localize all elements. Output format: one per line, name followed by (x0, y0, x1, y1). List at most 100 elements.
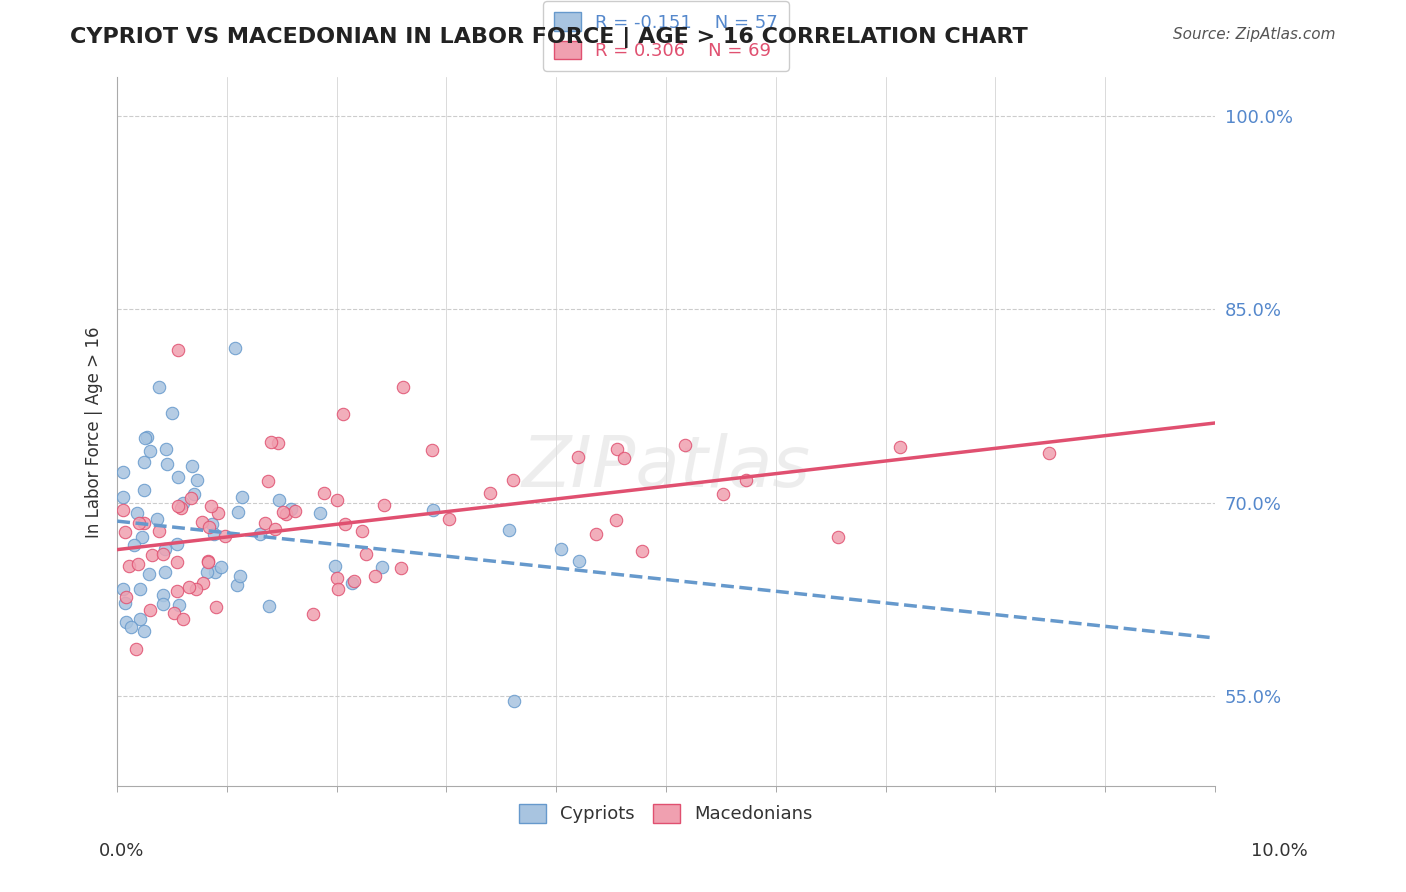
Point (148, 380, 170, 394)
Point (128, 516, 150, 530)
Point (132, 483, 155, 497)
Point (145, 512, 167, 526)
Point (180, 491, 202, 505)
Point (323, 558, 346, 573)
Point (166, 583, 188, 598)
Point (257, 474, 280, 488)
Point (263, 522, 285, 536)
Point (114, 525, 136, 540)
Point (131, 530, 153, 544)
Point (153, 541, 176, 556)
Point (201, 516, 224, 531)
Point (342, 576, 364, 591)
Point (332, 407, 354, 421)
Point (889, 440, 911, 454)
Point (111, 465, 134, 479)
Point (166, 556, 188, 570)
Point (209, 560, 232, 574)
Point (177, 580, 200, 594)
Point (371, 559, 394, 574)
Point (267, 436, 290, 450)
Point (125, 641, 148, 656)
Point (166, 470, 188, 484)
Point (326, 571, 349, 585)
Point (132, 624, 155, 638)
Point (673, 438, 696, 452)
Point (613, 450, 636, 465)
Point (585, 527, 607, 541)
Point (197, 520, 219, 534)
Point (271, 505, 294, 519)
Point (167, 343, 190, 357)
Point (152, 597, 174, 611)
Point (124, 538, 146, 552)
Point (166, 537, 188, 551)
Point (180, 458, 202, 473)
Point (115, 615, 138, 629)
Text: 10.0%: 10.0% (1251, 842, 1308, 860)
Point (191, 576, 214, 591)
Point (115, 591, 138, 605)
Point (231, 490, 253, 504)
Point (139, 444, 162, 458)
Point (502, 693, 524, 707)
Point (138, 603, 160, 617)
Text: 0.0%: 0.0% (98, 842, 143, 860)
Point (207, 506, 229, 520)
Point (827, 530, 849, 544)
Point (127, 557, 149, 571)
Point (197, 555, 219, 569)
Point (354, 547, 377, 561)
Point (135, 430, 157, 444)
Y-axis label: In Labor Force | Age > 16: In Labor Force | Age > 16 (86, 326, 103, 538)
Point (568, 554, 591, 568)
Point (498, 524, 520, 538)
Point (259, 435, 281, 450)
Point (197, 554, 219, 568)
Point (167, 499, 190, 513)
Point (364, 569, 387, 583)
Legend: Cypriots, Macedonians: Cypriots, Macedonians (508, 793, 824, 834)
Point (350, 524, 373, 538)
Point (195, 565, 218, 579)
Point (422, 502, 444, 516)
Point (141, 548, 163, 562)
Point (373, 498, 395, 512)
Point (326, 493, 349, 508)
Point (550, 541, 572, 556)
Point (148, 524, 170, 538)
Point (186, 473, 208, 487)
Point (226, 577, 249, 591)
Text: CYPRIOT VS MACEDONIAN IN LABOR FORCE | AGE > 16 CORRELATION CHART: CYPRIOT VS MACEDONIAN IN LABOR FORCE | A… (70, 27, 1028, 48)
Point (630, 544, 652, 558)
Point (605, 513, 627, 527)
Point (343, 574, 366, 588)
Point (479, 485, 502, 500)
Point (280, 502, 302, 516)
Point (128, 582, 150, 597)
Point (125, 506, 148, 520)
Point (204, 566, 226, 580)
Point (202, 527, 225, 541)
Point (132, 455, 155, 469)
Point (132, 516, 155, 530)
Point (162, 607, 184, 621)
Point (224, 341, 246, 355)
Point (1038, 445, 1060, 459)
Point (172, 612, 194, 626)
Point (153, 565, 176, 579)
Point (302, 607, 325, 621)
Text: ZIPatlas: ZIPatlas (522, 433, 810, 502)
Point (160, 406, 183, 420)
Point (111, 491, 134, 505)
Point (392, 380, 415, 394)
Point (120, 620, 142, 634)
Point (269, 493, 291, 508)
Point (167, 598, 190, 612)
Point (111, 502, 134, 516)
Point (333, 517, 356, 532)
Point (439, 512, 461, 526)
Point (249, 526, 271, 541)
Point (112, 582, 135, 596)
Point (152, 588, 174, 602)
